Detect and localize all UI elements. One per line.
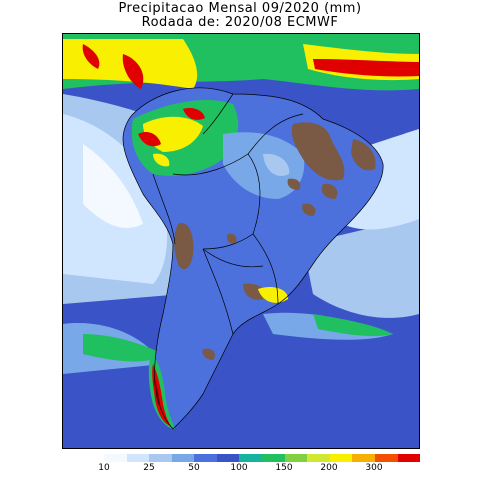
legend-swatch: [126, 454, 150, 462]
legend-tick-150: 150: [275, 463, 293, 473]
legend-tick-200: 200: [320, 463, 338, 473]
legend-tick-50: 50: [188, 463, 200, 473]
legend-swatch: [284, 454, 308, 462]
legend-swatch: [216, 454, 240, 462]
map-subtitle: Rodada de: 2020/08 ECMWF: [141, 15, 339, 30]
legend-swatch: [239, 454, 263, 462]
legend-swatch: [194, 454, 217, 462]
legend-swatch: [104, 454, 127, 462]
legend-swatch: [149, 454, 172, 462]
legend-tick-25: 25: [143, 463, 155, 473]
map-title: Precipitacao Mensal 09/2020 (mm): [118, 1, 362, 16]
precipitation-map: [62, 33, 420, 449]
legend-swatch: [352, 454, 375, 462]
legend-swatch: [171, 454, 195, 462]
legend-swatch: [262, 454, 285, 462]
legend-tick-300: 300: [365, 463, 383, 473]
legend-swatch: [329, 454, 353, 462]
legend-swatch: [397, 454, 421, 462]
legend-colorbar: [104, 454, 421, 462]
legend-tick-10: 10: [98, 463, 110, 473]
map-canvas: [63, 34, 419, 448]
legend-swatch: [307, 454, 330, 462]
legend-swatch: [374, 454, 398, 462]
legend-tick-100: 100: [230, 463, 248, 473]
